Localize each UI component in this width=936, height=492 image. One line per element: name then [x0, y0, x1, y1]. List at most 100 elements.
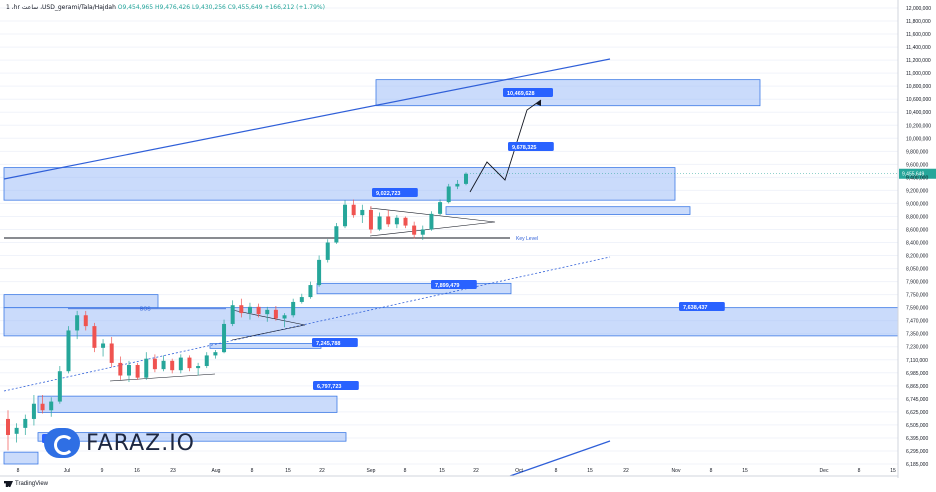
candle-body — [14, 427, 19, 434]
price-callout: 9,022,723 — [376, 191, 400, 197]
zone-rect — [37, 432, 347, 442]
time-tick-label: 22 — [319, 468, 325, 474]
candle-body — [256, 306, 261, 315]
zone-rect — [445, 206, 691, 215]
time-tick-label: 15 — [587, 468, 593, 474]
price-tick-label: 7,110,000 — [906, 358, 928, 364]
price-tick-label: 10,000,000 — [906, 136, 931, 142]
zone-rect — [316, 282, 512, 295]
candle-body — [446, 186, 451, 203]
channel-line — [109, 373, 216, 382]
time-tick-label: 8 — [555, 468, 558, 474]
candle-body — [23, 418, 28, 428]
candle-body — [334, 226, 339, 243]
candle-body — [291, 301, 296, 316]
candle-body — [57, 371, 62, 402]
candle-body — [66, 330, 71, 372]
candle-body — [75, 315, 80, 331]
price-tick-label: 8,600,000 — [906, 227, 928, 233]
zone-rect — [3, 294, 159, 309]
candle-body — [308, 285, 313, 298]
price-callout-bg — [372, 188, 418, 197]
faraz-watermark: FARAZ.IO — [44, 428, 195, 458]
symbol-title: 1 ،hr ساعت ،USD_gerami/Tala/Hajdah — [6, 4, 116, 11]
price-tick-label: 8,800,000 — [906, 214, 928, 220]
price-tick-label: 6,295,000 — [906, 449, 928, 455]
ohlc-close: C9,455,649 — [227, 4, 263, 11]
time-tick-label: 16 — [134, 468, 140, 474]
candle-body — [135, 364, 140, 378]
candle-body — [412, 225, 417, 235]
time-tick-label: 8 — [710, 468, 713, 474]
projection-arrow-icon — [536, 100, 541, 106]
price-tick-label: 7,350,000 — [906, 332, 928, 338]
ohlc-high: H9,476,426 — [154, 4, 191, 11]
chart-header: 1 ،hr ساعت ،USD_gerami/Tala/Hajdah O9,45… — [6, 4, 325, 11]
price-tick-label: 6,745,000 — [906, 397, 928, 403]
price-tick-label: 9,000,000 — [906, 201, 928, 207]
candle-body — [247, 306, 252, 314]
price-callout: 7,245,788 — [316, 341, 340, 347]
candle-body — [118, 362, 123, 376]
candle-body — [92, 326, 97, 348]
lower-trendline — [509, 440, 611, 477]
candle-body — [222, 323, 227, 353]
candle-body — [325, 242, 330, 260]
candle-body — [299, 297, 304, 302]
time-tick-label: 9 — [101, 468, 104, 474]
price-tick-label: 6,505,000 — [906, 423, 928, 429]
faraz-logo-icon — [44, 428, 80, 458]
price-axis: 12,000,000 11,800,000 11,600,000 11,400,000… — [897, 0, 931, 478]
candle-body — [213, 352, 218, 356]
time-tick-label: 22 — [473, 468, 479, 474]
price-tick-label: 10,200,000 — [906, 123, 931, 129]
candle-body — [31, 403, 36, 419]
time-tick-label: 8 — [251, 468, 254, 474]
key-level-label: Key Level — [516, 236, 538, 242]
zone-rect — [209, 343, 322, 349]
zone-rect — [37, 395, 338, 413]
price-tick-label: 8,050,000 — [906, 267, 928, 273]
candle-body — [161, 360, 166, 370]
price-tick-label: 6,395,000 — [906, 436, 928, 442]
price-tick-label: 11,800,000 — [906, 19, 931, 25]
candle-body — [317, 259, 322, 286]
price-tick-label: 7,900,000 — [906, 280, 928, 286]
ohlc-change: +166,212 (+1.79%) — [264, 4, 325, 11]
price-tick-label: 8,200,000 — [906, 254, 928, 260]
time-tick-label: 8 — [404, 468, 407, 474]
price-tick-label: 9,800,000 — [906, 149, 928, 155]
price-callout: 10,469,628 — [507, 91, 535, 97]
tradingview-logo[interactable]: TradingView — [4, 481, 48, 487]
zone-rect — [375, 79, 761, 107]
zone-rect — [3, 167, 676, 201]
ohlc-low: L9,430,256 — [191, 4, 226, 11]
time-tick-label: 8 — [17, 468, 20, 474]
candle-body — [360, 209, 365, 216]
price-callout: 7,638,437 — [683, 305, 707, 311]
candle-body — [343, 204, 348, 227]
price-callout-bg — [312, 338, 358, 347]
candle-body — [144, 358, 149, 378]
candle-body — [429, 213, 434, 230]
candle-body — [394, 217, 399, 225]
projection-path — [469, 99, 542, 193]
price-tick-label: 7,470,000 — [906, 319, 928, 325]
price-tick-label: 10,800,000 — [906, 84, 931, 90]
candle-body — [83, 315, 88, 327]
candle-body — [265, 309, 270, 315]
time-tick-label: Sep — [367, 468, 376, 474]
bos-label: BOS — [140, 307, 151, 313]
price-tick-label: 9,400,000 — [906, 175, 928, 181]
price-tick-label: 7,590,000 — [906, 306, 928, 312]
time-tick-label: 15 — [742, 468, 748, 474]
price-tick-label: 7,750,000 — [906, 293, 928, 299]
candle-body — [40, 403, 45, 411]
candle-body — [273, 309, 278, 319]
time-tick-label: 23 — [170, 468, 176, 474]
wedge-pattern — [369, 207, 496, 237]
price-callout-bg — [313, 381, 359, 390]
price-tick-label: 11,000,000 — [906, 71, 931, 77]
price-tick-label: 10,600,000 — [906, 97, 931, 103]
